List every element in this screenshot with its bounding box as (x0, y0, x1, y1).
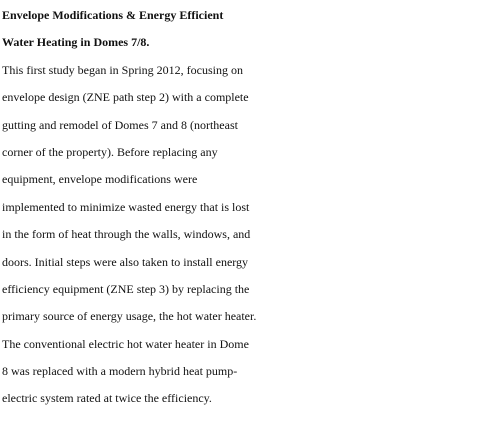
body-line: implemented to minimize wasted energy th… (2, 194, 495, 221)
document: Envelope Modifications & Energy Efficien… (2, 2, 495, 413)
body-line: electric system rated at twice the effic… (2, 385, 495, 412)
body-line: This first study began in Spring 2012, f… (2, 57, 495, 84)
document-title: Envelope Modifications & Energy Efficien… (2, 2, 495, 57)
document-body: This first study began in Spring 2012, f… (2, 57, 495, 413)
body-line: gutting and remodel of Domes 7 and 8 (no… (2, 112, 495, 139)
body-line: The conventional electric hot water heat… (2, 331, 495, 358)
body-line: equipment, envelope modifications were (2, 166, 495, 193)
body-line: 8 was replaced with a modern hybrid heat… (2, 358, 495, 385)
body-line: in the form of heat through the walls, w… (2, 221, 495, 248)
body-line: primary source of energy usage, the hot … (2, 303, 495, 330)
title-line: Envelope Modifications & Energy Efficien… (2, 2, 495, 29)
body-line: efficiency equipment (ZNE step 3) by rep… (2, 276, 495, 303)
body-line: doors. Initial steps were also taken to … (2, 249, 495, 276)
body-line: envelope design (ZNE path step 2) with a… (2, 84, 495, 111)
body-line: corner of the property). Before replacin… (2, 139, 495, 166)
title-line: Water Heating in Domes 7/8. (2, 29, 495, 56)
